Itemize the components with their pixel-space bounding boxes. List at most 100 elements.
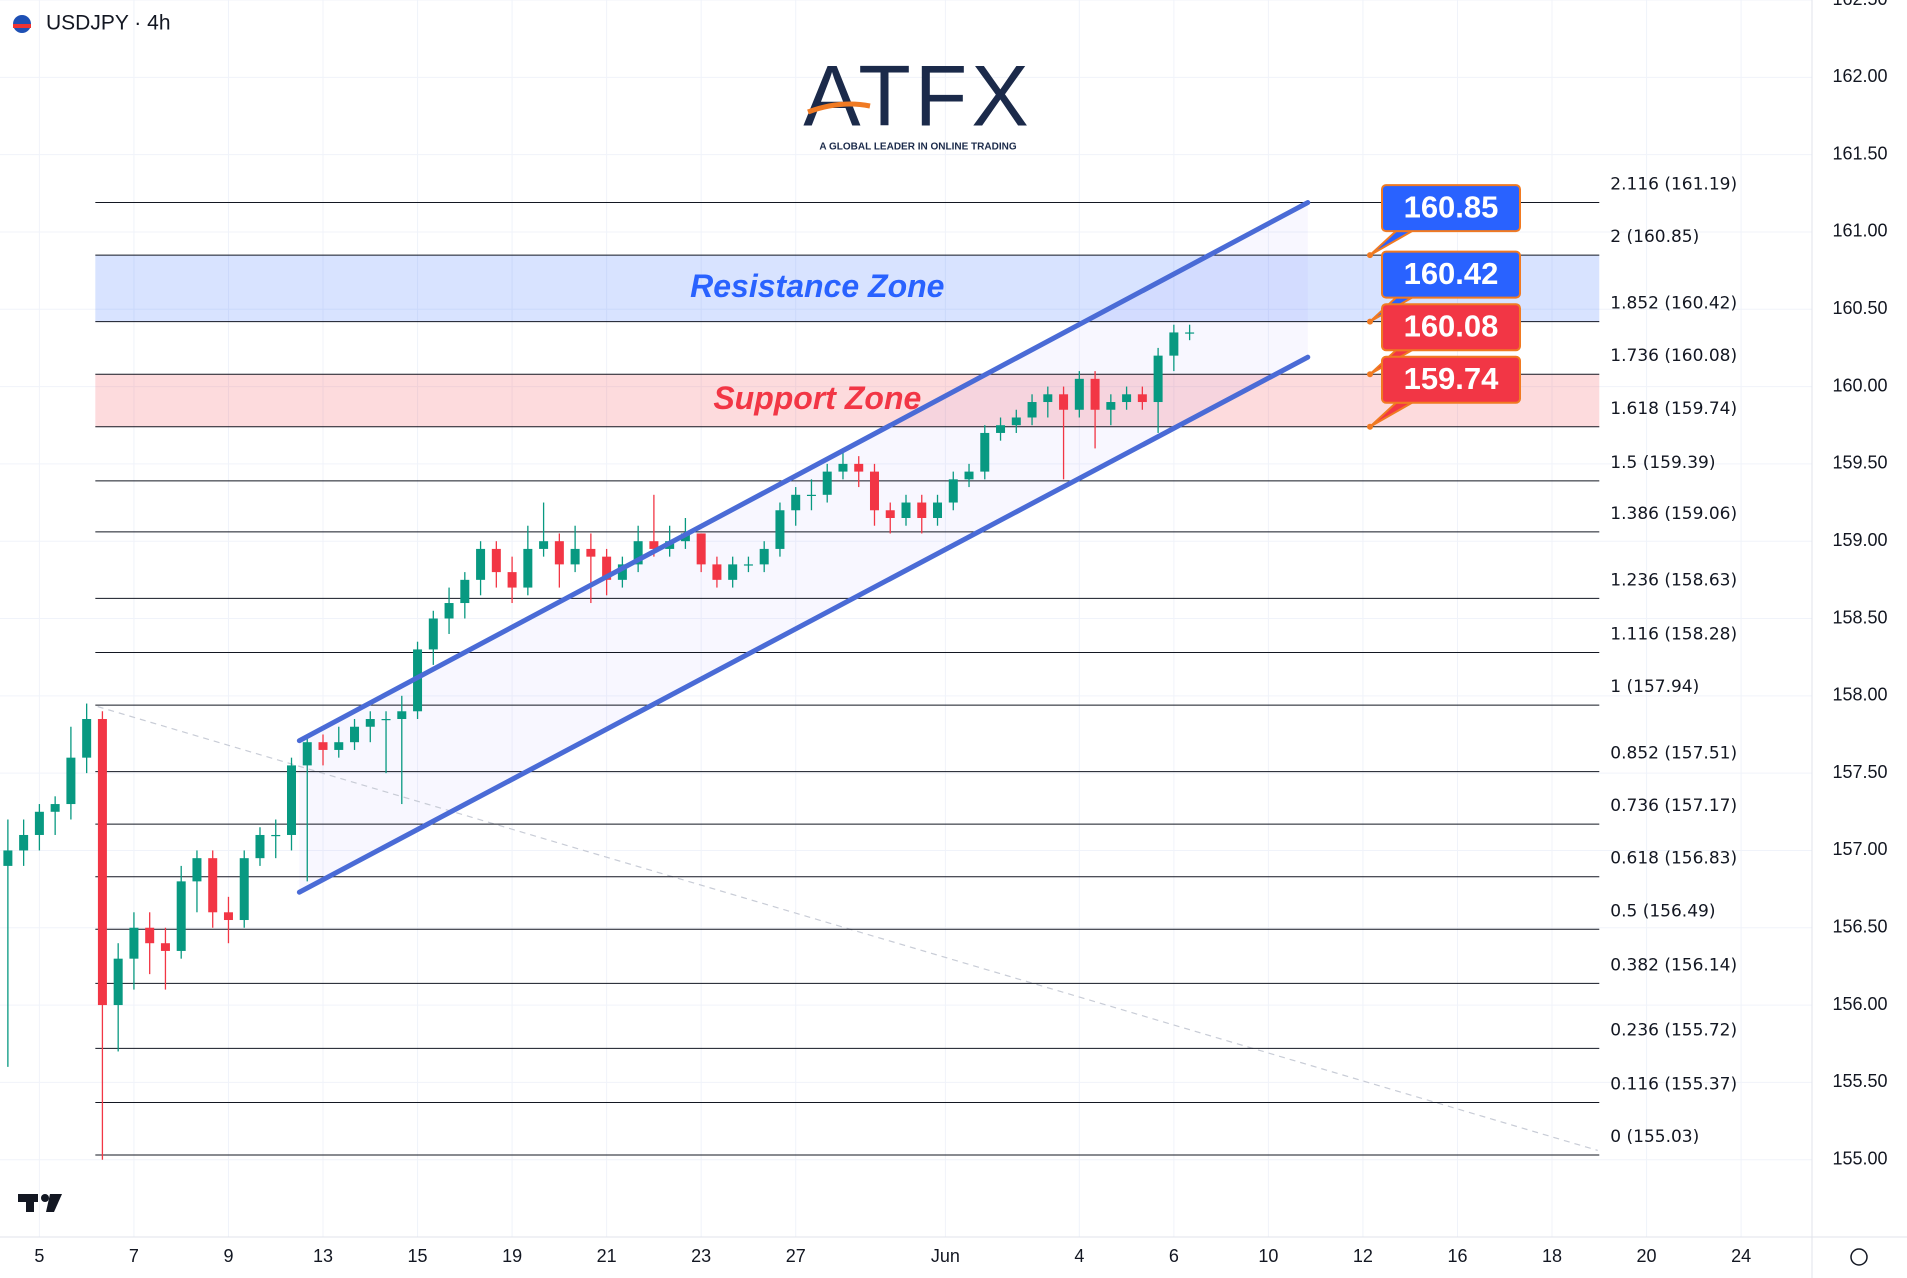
y-tick-label: 161.00 — [1832, 221, 1887, 241]
fib-label: 1 (157.94) — [1610, 677, 1699, 697]
candle-body — [1027, 402, 1037, 418]
candle-body — [145, 927, 155, 944]
x-tick-label: 6 — [1169, 1246, 1179, 1266]
candle-body — [1059, 394, 1069, 410]
fib-label: 0.116 (155.37) — [1610, 1074, 1737, 1094]
candle-body — [3, 850, 13, 866]
y-tick-label: 157.50 — [1832, 762, 1887, 782]
callout-label: 159.74 — [1404, 361, 1500, 396]
x-tick-label: 23 — [691, 1246, 711, 1266]
fib-label: 0.236 (155.72) — [1610, 1020, 1737, 1040]
candle-body — [1153, 355, 1163, 403]
x-tick-label: 27 — [786, 1246, 806, 1266]
y-tick-label: 162.50 — [1832, 0, 1887, 9]
candle-body — [1090, 378, 1100, 410]
candle-body — [1185, 332, 1195, 334]
y-tick-label: 156.00 — [1832, 994, 1887, 1014]
candle-body — [633, 541, 643, 565]
brand-logo: ATFX — [803, 49, 1032, 145]
fib-label: 2.116 (161.19) — [1610, 175, 1737, 195]
x-tick-label: Jun — [931, 1246, 960, 1266]
candle-body — [318, 742, 328, 750]
candle-body — [980, 432, 990, 472]
fib-label: 0.618 (156.83) — [1610, 849, 1737, 869]
candle-body — [334, 742, 344, 750]
brand-tagline: A GLOBAL LEADER IN ONLINE TRADING — [819, 142, 1016, 153]
x-tick-label: 13 — [313, 1246, 333, 1266]
zone-label: Support Zone — [713, 380, 921, 416]
x-tick-label: 9 — [223, 1246, 233, 1266]
candle-body — [712, 564, 722, 580]
y-tick-label: 160.00 — [1832, 375, 1887, 395]
x-tick-label: 10 — [1258, 1246, 1278, 1266]
candle-body — [964, 471, 974, 480]
candle-body — [775, 510, 785, 549]
candle-body — [933, 502, 943, 518]
settings-icon[interactable] — [1850, 1248, 1868, 1266]
y-tick-label: 156.50 — [1832, 917, 1887, 937]
y-tick-label: 157.00 — [1832, 839, 1887, 859]
x-tick-label: 20 — [1637, 1246, 1657, 1266]
x-tick-label: 15 — [408, 1246, 428, 1266]
y-tick-label: 162.00 — [1832, 66, 1887, 86]
candle-body — [917, 502, 927, 518]
callout-label: 160.08 — [1404, 308, 1499, 343]
x-tick-label: 7 — [129, 1246, 139, 1266]
channel-line — [296, 200, 1311, 744]
callout-box — [1381, 355, 1521, 404]
callout-label: 160.85 — [1404, 189, 1499, 224]
candle-body — [885, 510, 895, 518]
x-tick-label: 21 — [597, 1246, 617, 1266]
x-tick-label: 5 — [34, 1246, 44, 1266]
candle-body — [491, 548, 501, 573]
candle-body — [271, 834, 281, 837]
candle-body — [19, 834, 29, 851]
candle-body — [97, 719, 107, 1006]
candle-body — [460, 579, 470, 604]
zone-label: Resistance Zone — [690, 268, 944, 304]
candle-body — [1169, 332, 1179, 356]
candle-body — [286, 765, 296, 835]
y-tick-label: 155.50 — [1832, 1071, 1887, 1091]
candle-body — [507, 572, 517, 588]
candle-body — [397, 711, 407, 720]
candle-body — [444, 603, 454, 619]
candle-body — [1011, 417, 1021, 426]
candle-body — [176, 881, 186, 951]
y-tick-label: 158.00 — [1832, 685, 1887, 705]
y-tick-label: 160.50 — [1832, 298, 1887, 318]
candle-body — [381, 719, 391, 721]
callout-box — [1381, 303, 1521, 352]
fib-label: 1.386 (159.06) — [1610, 504, 1737, 524]
y-tick-label: 159.50 — [1832, 453, 1887, 473]
candle-body — [759, 548, 769, 565]
candle-body — [539, 541, 549, 549]
fib-label: 1.618 (159.74) — [1610, 399, 1737, 419]
trend-line — [97, 706, 1598, 1151]
candle-body — [350, 726, 360, 743]
tv-logo-part — [26, 1194, 34, 1212]
flag-stripe — [13, 24, 31, 28]
y-tick-label: 159.00 — [1832, 530, 1887, 550]
candle-body — [160, 943, 170, 951]
candle-body — [192, 858, 202, 882]
candle-body — [223, 912, 233, 921]
channel-fill — [299, 202, 1308, 893]
callout-box — [1381, 184, 1521, 233]
x-tick-label: 4 — [1074, 1246, 1084, 1266]
candle-body — [208, 858, 218, 913]
candle-body — [255, 834, 265, 859]
callout-anchor — [1367, 371, 1373, 378]
candle-body — [743, 564, 753, 566]
fib-label: 0.382 (156.14) — [1610, 955, 1737, 975]
x-tick-label: 18 — [1542, 1246, 1562, 1266]
candle-body — [1137, 394, 1147, 403]
tradingview-logo — [18, 1194, 62, 1212]
fib-label: 0 (155.03) — [1610, 1127, 1699, 1147]
candle-body — [838, 463, 848, 472]
fib-label: 2 (160.85) — [1610, 227, 1699, 247]
x-tick-label: 24 — [1731, 1246, 1751, 1266]
candle-body — [806, 494, 816, 496]
candle-body — [822, 471, 832, 495]
